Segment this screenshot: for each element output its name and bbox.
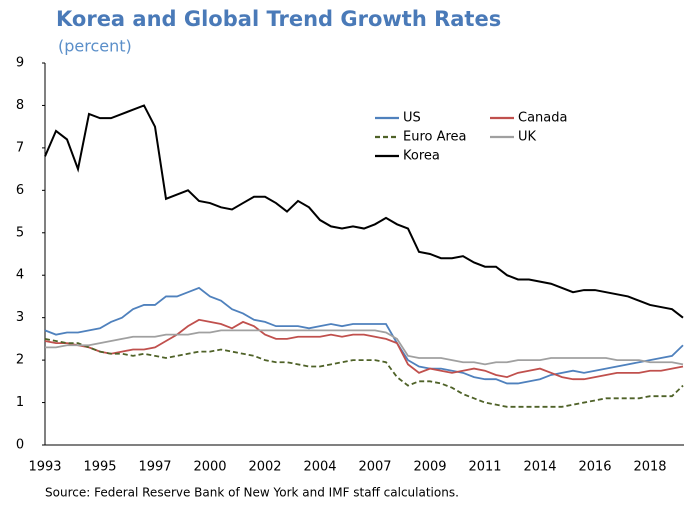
y-tick-label: 3 [16, 310, 24, 325]
chart-title: Korea and Global Trend Growth Rates [56, 7, 501, 31]
x-tick-label: 1993 [28, 460, 61, 475]
legend-label: UK [518, 130, 537, 145]
y-tick-label: 4 [16, 268, 24, 283]
series-line [44, 318, 684, 381]
series-line [44, 104, 684, 319]
source-note: Source: Federal Reserve Bank of New York… [45, 486, 459, 500]
y-tick-label: 8 [16, 98, 24, 113]
x-tick-label: 2018 [633, 460, 666, 475]
y-tick-label: 7 [16, 140, 24, 155]
x-tick-label: 2000 [193, 460, 226, 475]
series-line [44, 286, 684, 385]
chart-subtitle: (percent) [58, 37, 132, 56]
series-line [45, 329, 684, 366]
x-tick-label: 2007 [358, 460, 391, 475]
y-tick-label: 2 [16, 353, 24, 368]
x-tick-label: 2014 [523, 460, 556, 475]
y-tick-label: 0 [16, 438, 24, 453]
y-tick-label: 9 [16, 56, 24, 71]
x-tick-label: 2002 [248, 460, 281, 475]
x-tick-label: 2016 [578, 460, 611, 475]
x-tick-label: 2004 [303, 460, 336, 475]
legend-label: US [403, 111, 421, 126]
y-tick-label: 1 [16, 395, 24, 410]
y-tick-label: 5 [16, 225, 24, 240]
x-tick-label: 1997 [138, 460, 171, 475]
y-tick-label: 6 [16, 183, 24, 198]
x-tick-label: 2009 [413, 460, 446, 475]
legend-label: Korea [403, 149, 440, 164]
legend-label: Canada [518, 111, 567, 126]
series-line [44, 338, 684, 408]
x-tick-label: 2011 [468, 460, 501, 475]
x-tick-label: 1995 [83, 460, 116, 475]
legend-label: Euro Area [403, 130, 467, 145]
